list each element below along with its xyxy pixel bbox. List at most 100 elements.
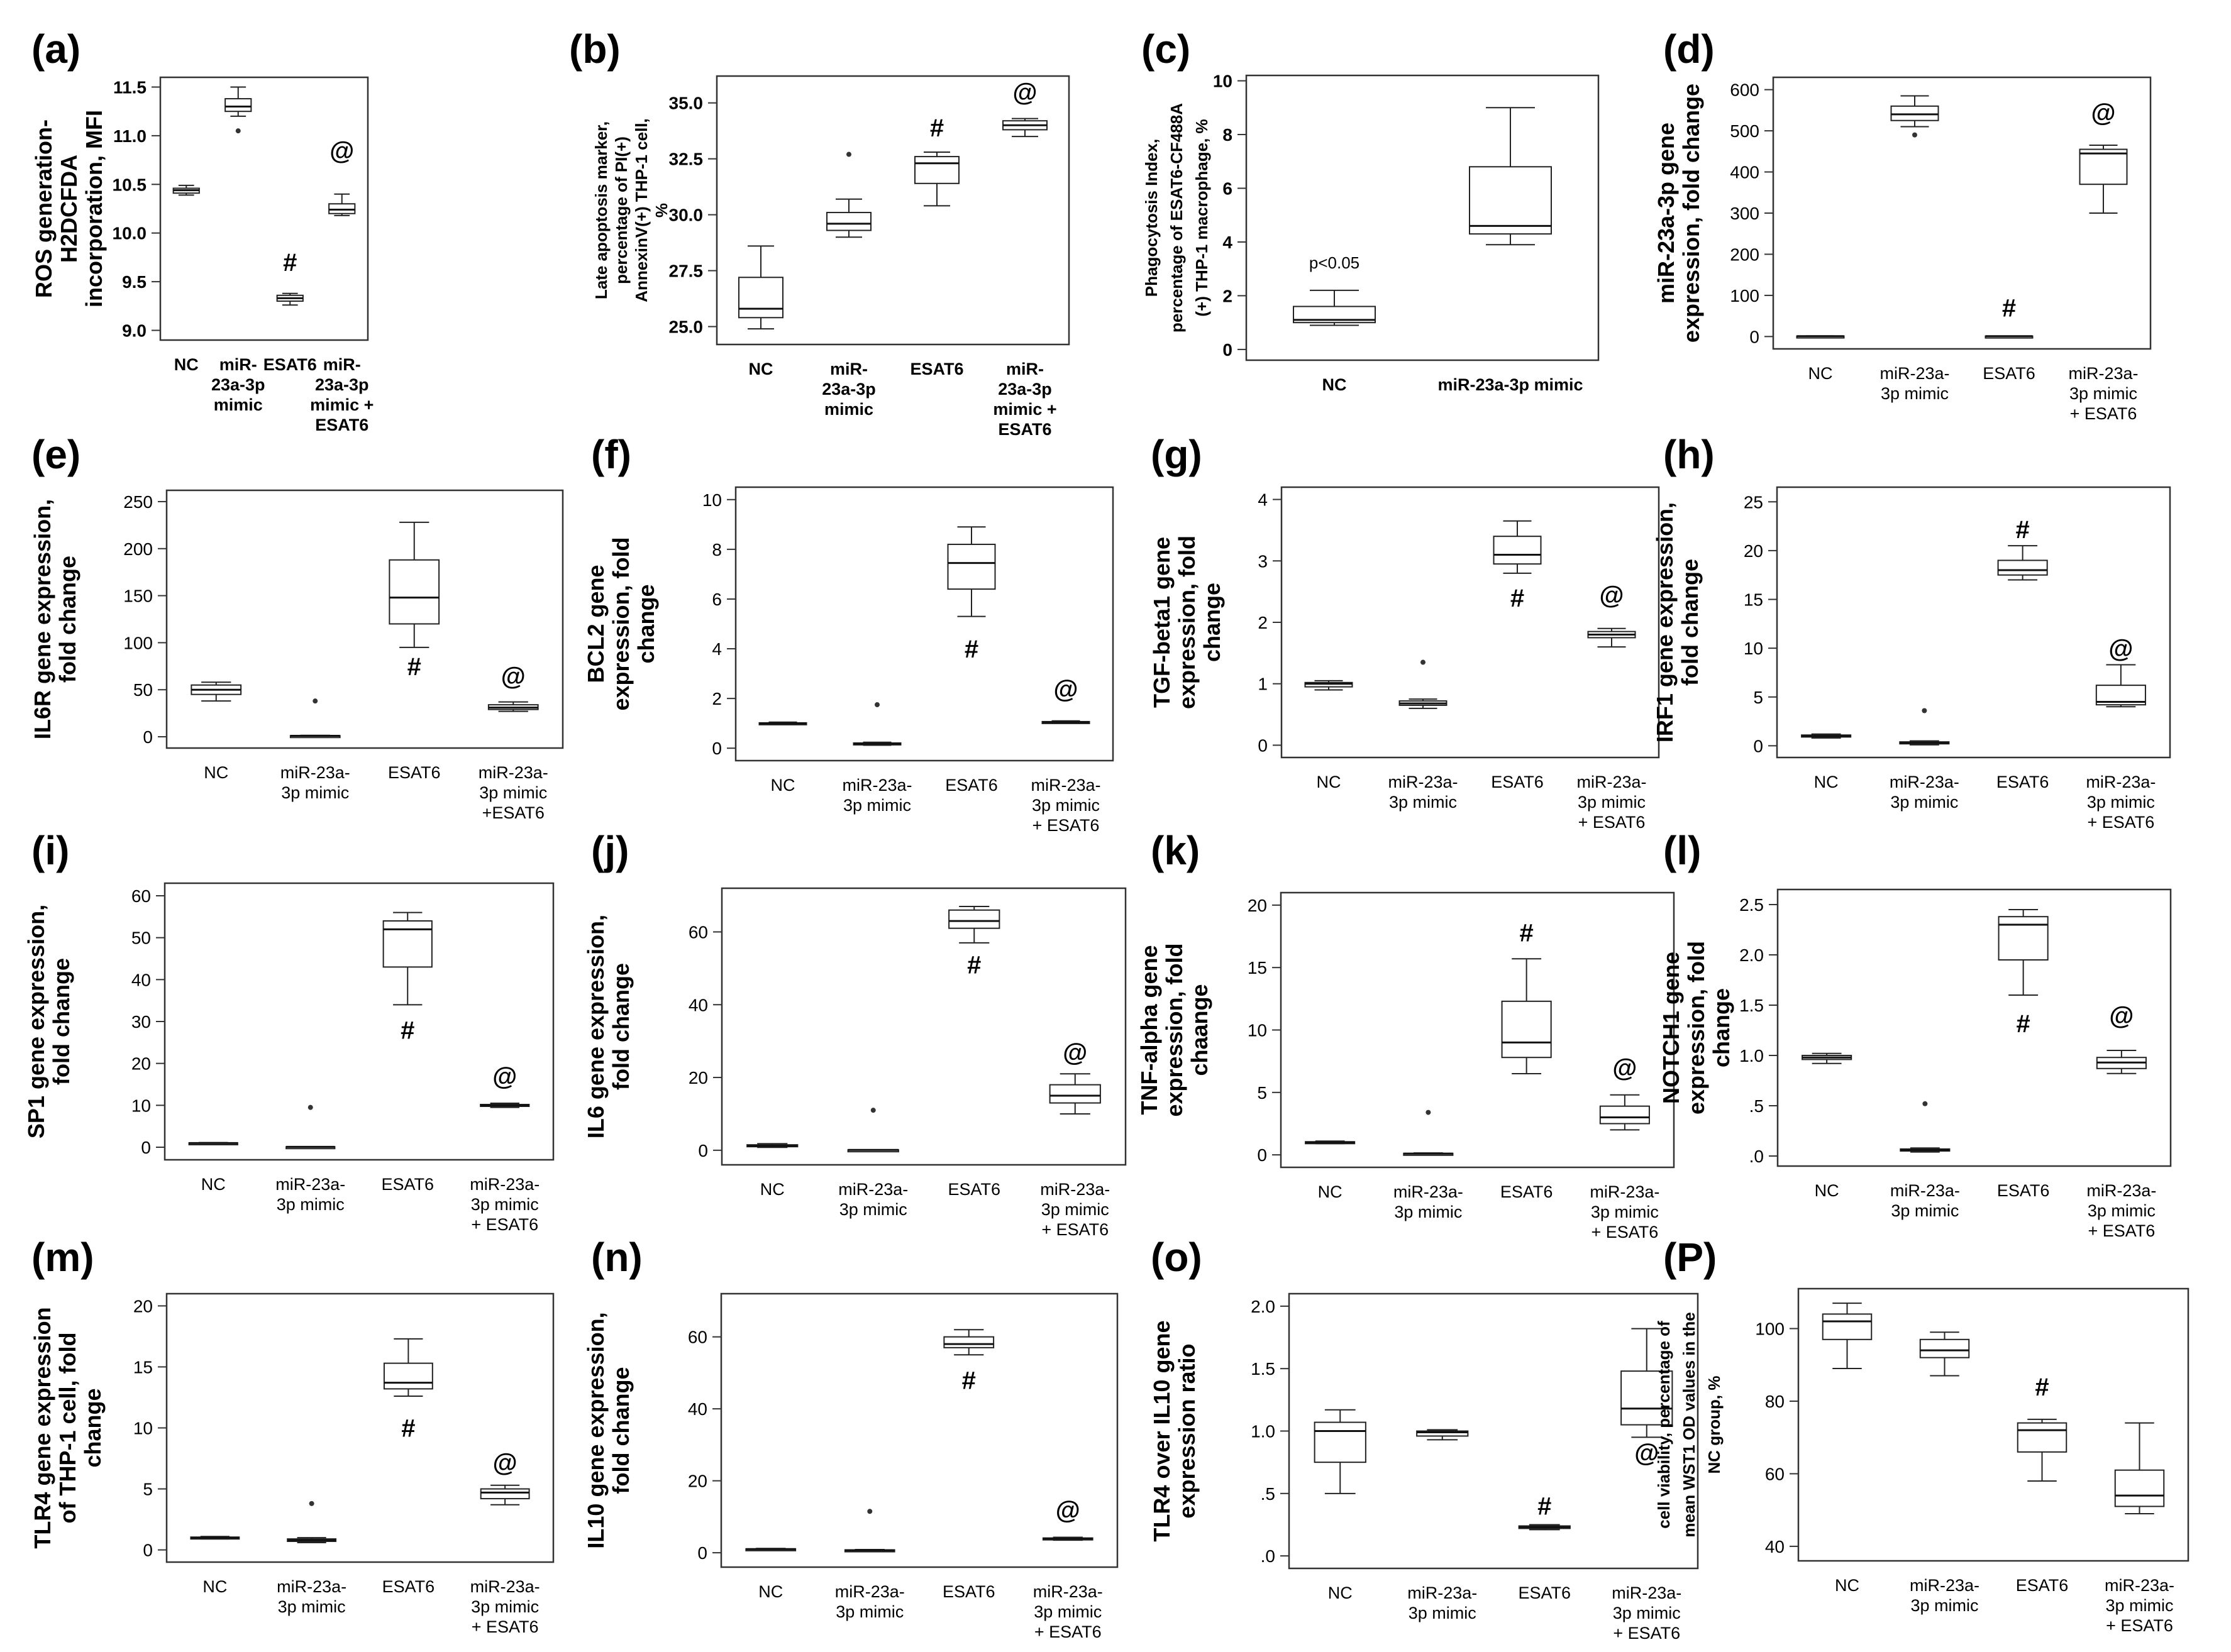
panel-letter: (n) — [591, 1235, 643, 1280]
x-tick-label: + ESAT6 — [472, 1617, 539, 1636]
box-3 — [382, 911, 433, 1006]
x-tick-label: 3p mimic — [2088, 1201, 2156, 1220]
box-iqr — [948, 909, 1000, 929]
y-tick-label: 0 — [143, 1541, 153, 1560]
chart-panel-4: (d) 600 500 400 300 200 100 0 miR-23a-3p gene exp… — [1653, 26, 2152, 423]
y-tick-label: 100 — [1730, 286, 1759, 306]
y-tick-label: 50 — [133, 680, 153, 700]
y-tick-label: .0 — [1749, 1147, 1764, 1166]
significance-mark: @ — [493, 1449, 518, 1477]
y-tick-label: 20 — [1744, 541, 1763, 561]
x-tick-label: ESAT6 — [1996, 773, 2049, 791]
box-1 — [190, 1536, 240, 1540]
x-tick-label: miR-23a- — [838, 1180, 908, 1199]
x-tick-label: NC — [758, 1582, 783, 1601]
significance-mark: # — [967, 952, 981, 979]
x-tick-label: + ESAT6 — [1032, 816, 1100, 835]
y-tick-label: 25 — [1744, 492, 1763, 512]
x-tick-label: 23a-3p — [315, 375, 369, 394]
panel-letter: (i) — [31, 828, 69, 873]
y-tick-label: 0 — [1258, 735, 1268, 755]
box-4 — [1049, 1073, 1101, 1115]
box-1 — [738, 245, 783, 330]
x-tick-label: NC — [202, 1577, 227, 1596]
box-4 — [1599, 1094, 1650, 1131]
significance-mark: p<0.05 — [1309, 253, 1359, 272]
box-1 — [191, 681, 242, 702]
y-axis-title: Phagocytosis Index, — [1142, 139, 1161, 297]
plot-frame — [734, 486, 1114, 762]
x-tick-label: ESAT6 — [381, 1175, 434, 1194]
box-3 — [1501, 958, 1552, 1075]
outlier-point — [870, 1108, 876, 1113]
significance-mark: @ — [1634, 1439, 1659, 1467]
box-4 — [2096, 1050, 2147, 1074]
y-tick-label: 0 — [1257, 1145, 1267, 1165]
x-tick-label: + ESAT6 — [2106, 1616, 2173, 1635]
panel-letter: (o) — [1151, 1235, 1202, 1280]
panel-letter: (l) — [1663, 828, 1701, 873]
x-tick-label: miR-23a- — [1040, 1180, 1110, 1199]
x-tick-label: ESAT6 — [1518, 1583, 1571, 1602]
plot-frame — [720, 1292, 1119, 1568]
box-2 — [287, 1501, 337, 1543]
y-tick-label: 500 — [1730, 121, 1759, 141]
box-2 — [1403, 1110, 1454, 1156]
x-tick-label: ESAT6 — [943, 1582, 995, 1601]
significance-mark: # — [2002, 295, 2016, 322]
box-iqr — [738, 277, 783, 319]
y-axis-title: IL6R gene expression, — [30, 499, 55, 739]
y-tick-label: 4 — [1222, 233, 1232, 252]
y-tick-label: 11.0 — [113, 126, 147, 146]
x-tick-label: ESAT6 — [948, 1180, 1000, 1199]
y-tick-label: 20 — [689, 1068, 708, 1088]
y-tick-label: 9.0 — [122, 321, 147, 341]
chart-panel-6: (f) 10 8 6 4 2 0 BCL2 gene expression, fold chang… — [583, 432, 1114, 835]
y-tick-label: 0 — [1753, 736, 1763, 756]
box-1 — [1293, 289, 1376, 326]
y-tick-label: 40 — [688, 1399, 707, 1419]
panel-letter: (h) — [1663, 432, 1715, 477]
box-4 — [480, 1484, 530, 1506]
x-tick-label: ESAT6 — [263, 355, 317, 374]
x-tick-label: NC — [1328, 1583, 1353, 1602]
y-axis-title: NC group, % — [1705, 1376, 1724, 1474]
x-tick-label: + ESAT6 — [1041, 1220, 1109, 1239]
box-2 — [826, 151, 872, 238]
x-tick-label: miR-23a- — [280, 763, 350, 782]
x-tick-label: ESAT6 — [388, 763, 441, 782]
box-iqr — [1997, 559, 2048, 576]
y-tick-label: 2 — [1258, 613, 1268, 632]
x-tick-label: +ESAT6 — [482, 803, 545, 822]
x-tick-label: miR-23a- — [1388, 773, 1458, 791]
x-tick-label: + ESAT6 — [1613, 1624, 1680, 1643]
box-iqr — [1599, 1105, 1650, 1125]
box-4 — [1620, 1328, 1673, 1438]
box-2 — [1416, 1429, 1469, 1441]
x-tick-label: ESAT6 — [382, 1577, 435, 1596]
box-1 — [745, 1548, 797, 1551]
box-2 — [224, 86, 252, 134]
chart-panel-12: (l) 2.5 2.0 1.5 1.0 .5 .0 NOTCH1 gene expression… — [1658, 828, 2172, 1240]
y-tick-label: 10 — [133, 1419, 153, 1438]
y-tick-label: 35.0 — [669, 94, 704, 113]
box-iqr — [2017, 1422, 2068, 1453]
chart-panel-8: (h) 25 20 15 10 5 0 IRF1 gene expression, fold c… — [1652, 432, 2171, 832]
plot-frame — [163, 882, 555, 1161]
box-4 — [1041, 720, 1090, 724]
outlier-point — [1426, 1110, 1431, 1115]
x-tick-label: NC — [204, 763, 228, 782]
y-tick-label: 80 — [1765, 1392, 1785, 1411]
y-axis-title: SP1 gene expression, — [23, 905, 49, 1138]
x-tick-label: miR-23a- — [1393, 1182, 1463, 1201]
plot-frame — [1776, 486, 2171, 759]
x-tick-label: miR-23a- — [275, 1175, 345, 1194]
box-iqr — [382, 920, 433, 968]
x-tick-label: miR-23a- — [2086, 1181, 2156, 1200]
x-tick-label: miR-23a- — [1407, 1583, 1477, 1602]
y-axis-title: mean WST1 OD values in the — [1680, 1312, 1698, 1537]
y-tick-label: 60 — [1765, 1464, 1785, 1484]
y-axis-title: IL10 gene expression, — [583, 1312, 609, 1548]
box-3 — [947, 526, 996, 617]
